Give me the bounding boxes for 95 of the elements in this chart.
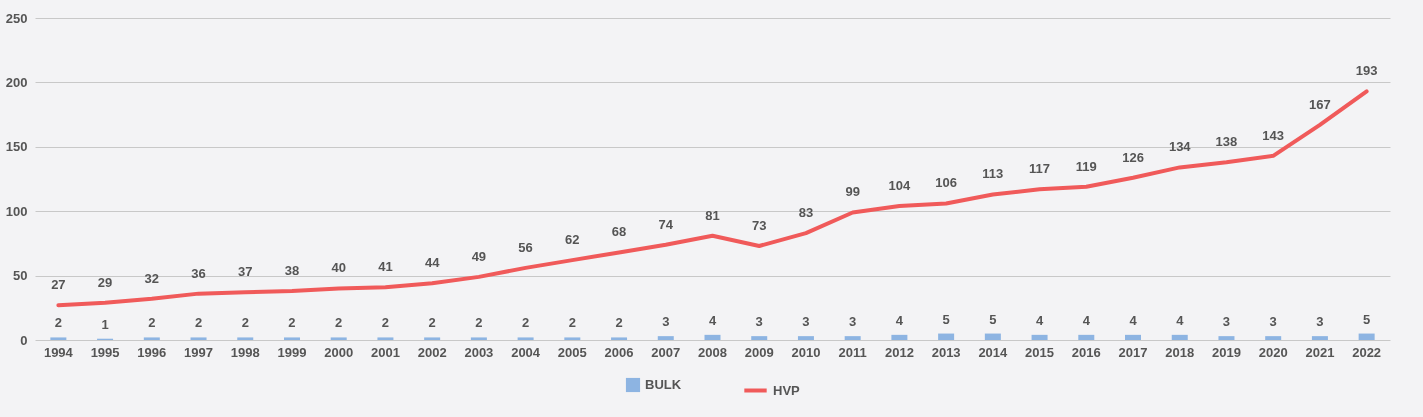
- data-label: 3: [662, 314, 670, 330]
- data-label: 106: [935, 175, 957, 191]
- data-label: 2: [335, 315, 343, 331]
- legend-label: BULK: [645, 377, 682, 392]
- x-tick-label: 2014: [978, 344, 1009, 360]
- data-label: 2: [568, 315, 576, 331]
- data-label: 27: [51, 277, 66, 293]
- data-label: 4: [708, 312, 717, 328]
- x-tick-label: 2004: [511, 344, 541, 360]
- data-label: 2: [381, 315, 390, 331]
- x-tick-label: 1997: [184, 344, 213, 360]
- x-tick-label: 1995: [90, 344, 120, 360]
- data-label: 2: [54, 315, 62, 331]
- x-tick-label: 1996: [137, 344, 167, 360]
- x-tick-label: 2018: [1165, 344, 1195, 360]
- data-label: 29: [97, 274, 113, 290]
- data-label: 119: [1075, 158, 1097, 174]
- x-tick-label: 1994: [43, 344, 74, 360]
- data-label: 62: [565, 232, 580, 248]
- data-label: 134: [1168, 139, 1192, 155]
- x-tick-label: 2020: [1258, 344, 1288, 360]
- data-label: 4: [895, 312, 904, 328]
- data-label: 37: [238, 264, 253, 280]
- data-label: 3: [755, 314, 763, 330]
- data-label: 36: [191, 265, 206, 281]
- data-label: 5: [1363, 311, 1371, 327]
- data-label: 2: [288, 315, 296, 331]
- data-label: 4: [1129, 312, 1138, 328]
- data-label: 56: [518, 239, 533, 255]
- x-tick-label: 2002: [417, 344, 447, 360]
- y-tick-label: 150: [5, 139, 28, 155]
- data-label: 2: [521, 315, 530, 331]
- data-label: 126: [1122, 149, 1144, 165]
- x-tick-label: 2006: [604, 344, 634, 360]
- x-tick-label: 2000: [324, 344, 354, 360]
- data-label: 138: [1215, 134, 1238, 150]
- x-tick-label: 2003: [464, 344, 494, 360]
- data-label: 2: [241, 315, 249, 331]
- data-label: 44: [424, 255, 441, 271]
- data-label: 3: [1222, 314, 1231, 330]
- data-label: 4: [1082, 312, 1091, 328]
- y-tick-label: 50: [13, 268, 28, 284]
- data-label: 2: [615, 315, 623, 331]
- x-tick-label: 2007: [651, 344, 681, 360]
- data-label: 2: [194, 315, 203, 331]
- y-tick-label: 0: [20, 332, 28, 348]
- legend-label: HVP: [773, 382, 801, 398]
- x-tick-label: 2016: [1071, 344, 1101, 360]
- data-label: 49: [471, 248, 487, 264]
- data-label: 4: [1176, 312, 1185, 328]
- y-tick-label: 200: [5, 74, 28, 90]
- data-label: 4: [1035, 312, 1044, 328]
- x-tick-label: 2010: [791, 344, 821, 360]
- data-label: 5: [942, 311, 950, 327]
- x-tick-label: 2019: [1212, 344, 1241, 360]
- data-label: 113: [982, 166, 1004, 182]
- x-tick-label: 2017: [1118, 344, 1148, 360]
- data-label: 38: [284, 263, 300, 279]
- data-label: 2: [148, 315, 156, 331]
- data-label: 32: [144, 270, 160, 286]
- data-label: 81: [705, 207, 720, 223]
- data-label: 3: [1316, 314, 1324, 330]
- data-label: 5: [989, 311, 997, 327]
- x-tick-label: 2013: [931, 344, 961, 360]
- x-tick-label: 2009: [744, 344, 774, 360]
- data-label: 73: [751, 217, 767, 233]
- data-label: 40: [331, 260, 346, 276]
- data-label: 167: [1309, 96, 1331, 112]
- x-tick-label: 2021: [1305, 344, 1335, 360]
- x-tick-label: 2008: [698, 344, 727, 360]
- x-tick-label: 1999: [277, 344, 307, 360]
- x-tick-label: 2001: [370, 344, 400, 360]
- data-label: 104: [888, 178, 911, 194]
- x-tick-label: 2022: [1352, 344, 1382, 360]
- x-tick-label: 2005: [557, 344, 587, 360]
- data-label: 3: [1269, 314, 1277, 330]
- x-tick-label: 2012: [884, 344, 914, 360]
- x-tick-label: 2011: [838, 344, 867, 360]
- x-tick-label: 1998: [230, 344, 260, 360]
- x-tick-label: 2015: [1025, 344, 1055, 360]
- data-label: 99: [845, 184, 860, 200]
- data-label: 41: [378, 259, 393, 275]
- data-label: 2: [475, 315, 483, 331]
- data-label: 74: [658, 216, 674, 232]
- data-label: 68: [611, 224, 627, 240]
- y-tick-label: 250: [5, 10, 28, 26]
- data-label: 143: [1262, 127, 1285, 143]
- data-label: 83: [798, 205, 814, 221]
- data-label: 1: [101, 316, 109, 332]
- y-tick-label: 100: [5, 203, 28, 219]
- data-label: 193: [1355, 63, 1378, 79]
- data-label: 3: [849, 314, 857, 330]
- data-label: 117: [1029, 161, 1051, 177]
- data-label: 3: [802, 314, 810, 330]
- data-label: 2: [428, 315, 436, 331]
